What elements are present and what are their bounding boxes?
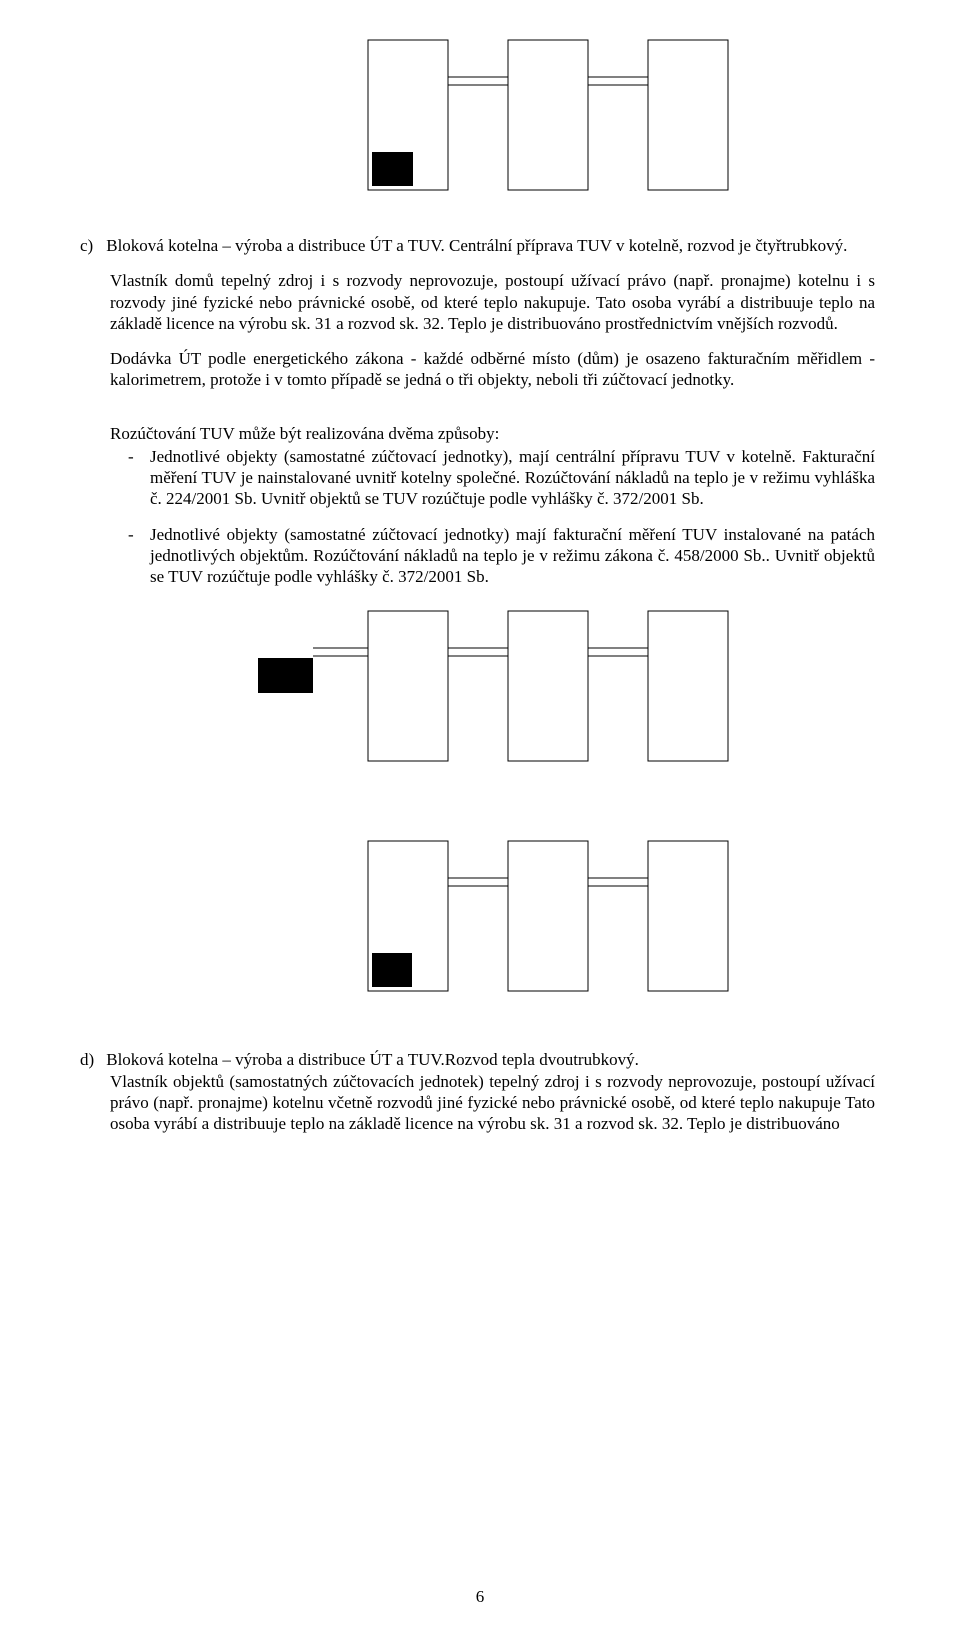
page-number: 6 [0, 1586, 960, 1607]
section-d-letter: d) [80, 1049, 102, 1070]
section-d-title: Bloková kotelna – výroba a distribuce ÚT… [106, 1050, 639, 1069]
section-c-title: Bloková kotelna – výroba a distribuce ÚT… [106, 236, 847, 255]
section-c-para2: Dodávka ÚT podle energetického zákona - … [110, 348, 875, 391]
diagram-top [213, 30, 773, 210]
tuv-list: Jednotlivé objekty (samostatné zúčtovací… [110, 446, 875, 588]
section-c-heading: c) Bloková kotelna – výroba a distribuce… [110, 235, 875, 256]
page: c) Bloková kotelna – výroba a distribuce… [0, 0, 960, 1627]
tuv-intro: Rozúčtování TUV může být realizována dvě… [110, 423, 875, 444]
diagram-mid [173, 601, 813, 791]
section-c-para1: Vlastník domů tepelný zdroj i s rozvody … [110, 270, 875, 334]
diagram-bot [213, 831, 773, 1006]
tuv-item2: Jednotlivé objekty (samostatné zúčtovací… [110, 524, 875, 588]
section-d-heading: d) Bloková kotelna – výroba a distribuce… [110, 1049, 875, 1070]
tuv-item1: Jednotlivé objekty (samostatné zúčtovací… [110, 446, 875, 510]
section-d-para1: Vlastník objektů (samostatných zúčtovací… [110, 1071, 875, 1135]
section-c-letter: c) [80, 235, 102, 256]
